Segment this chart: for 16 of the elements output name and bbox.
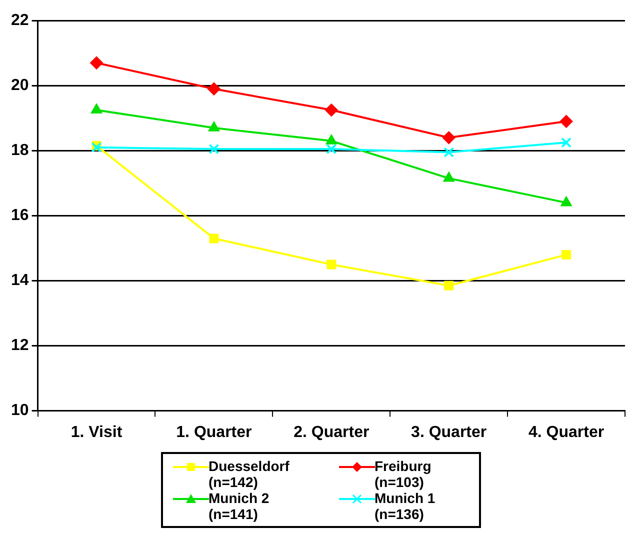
x-tick-label: 1. Visit: [70, 424, 123, 441]
legend-label: Munich 2 (n=141): [208, 490, 270, 522]
legend-label: Munich 1 (n=136): [374, 490, 436, 522]
y-tick-label: 22: [11, 12, 29, 30]
y-tick-label: 18: [11, 142, 29, 160]
y-tick-label: 16: [11, 207, 29, 224]
x-tick-label: 4. Quarter: [528, 424, 604, 441]
y-tick-label: 20: [11, 77, 29, 94]
y-tick-label: 10: [11, 402, 29, 420]
legend-label: Duesseldorf (n=142): [208, 458, 290, 490]
y-tick-label: 12: [11, 337, 29, 354]
x-tick-label: 1. Quarter: [176, 424, 252, 441]
y-tick-label: 14: [11, 272, 29, 290]
legend-label: Freiburg (n=103): [374, 458, 432, 490]
x-tick-label: 2. Quarter: [294, 424, 370, 441]
x-tick-label: 3. Quarter: [411, 424, 487, 441]
